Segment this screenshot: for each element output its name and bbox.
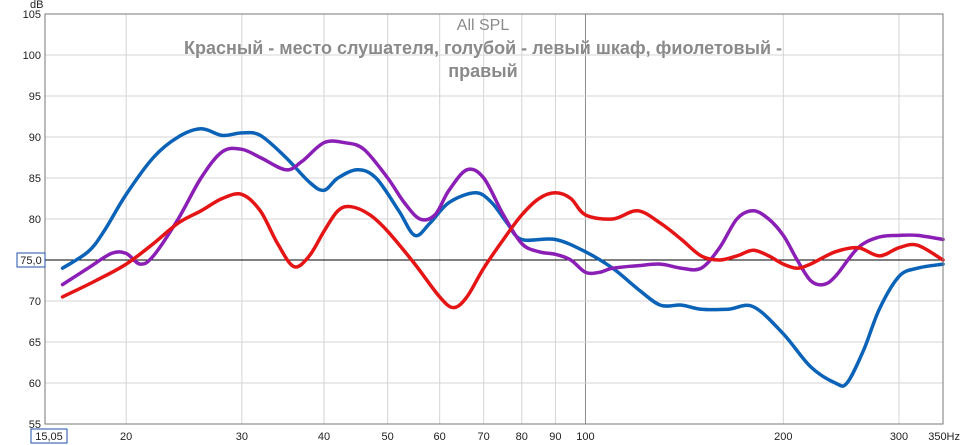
plot-frame xyxy=(44,13,944,425)
series-line-2 xyxy=(60,139,945,287)
x-tick-label: 40 xyxy=(318,431,330,443)
y-tick-label: 70 xyxy=(29,296,41,308)
y-tick-label: 80 xyxy=(29,214,41,226)
x-tick-label: 90 xyxy=(549,431,561,443)
series-group xyxy=(60,127,945,388)
chart-title: All SPL xyxy=(457,17,510,34)
x-tick-label: 200 xyxy=(774,431,792,443)
series-line-3 xyxy=(60,191,945,310)
x-start-label: 15,05 xyxy=(35,431,63,443)
x-tick-label: 350Hz xyxy=(928,431,960,443)
y-tick-label: 95 xyxy=(29,91,41,103)
title-group: All SPL Красный - место слушателя, голуб… xyxy=(184,17,782,81)
y-axis-unit-label: dB xyxy=(30,0,43,11)
y-tick-label: 65 xyxy=(29,337,41,349)
x-tick-label: 80 xyxy=(516,431,528,443)
x-tick-label: 60 xyxy=(434,431,446,443)
x-tick-label: 300 xyxy=(890,431,908,443)
series-line-1 xyxy=(60,127,945,388)
reference-label: 75,0 xyxy=(20,255,41,267)
x-tick-label: 50 xyxy=(382,431,394,443)
x-tick-label: 30 xyxy=(236,431,248,443)
y-tick-label: 85 xyxy=(29,173,41,185)
y-tick-label: 105 xyxy=(23,9,41,21)
chart-subtitle-line-1: Красный - место слушателя, голубой - лев… xyxy=(184,38,782,58)
chart-subtitle-line-2: правый xyxy=(448,61,517,81)
y-tick-label: 55 xyxy=(29,419,41,431)
x-tick-label: 70 xyxy=(478,431,490,443)
x-start-label-box xyxy=(30,428,68,444)
y-tick-label: 90 xyxy=(29,132,41,144)
y-tick-label: 100 xyxy=(23,50,41,62)
y-tick-label: 60 xyxy=(29,378,41,390)
x-tick-label: 100 xyxy=(576,431,594,443)
x-tick-label: 20 xyxy=(120,431,132,443)
axes: 5560657075808590951001052030405060708090… xyxy=(16,9,960,444)
reference-label-box xyxy=(16,252,46,268)
